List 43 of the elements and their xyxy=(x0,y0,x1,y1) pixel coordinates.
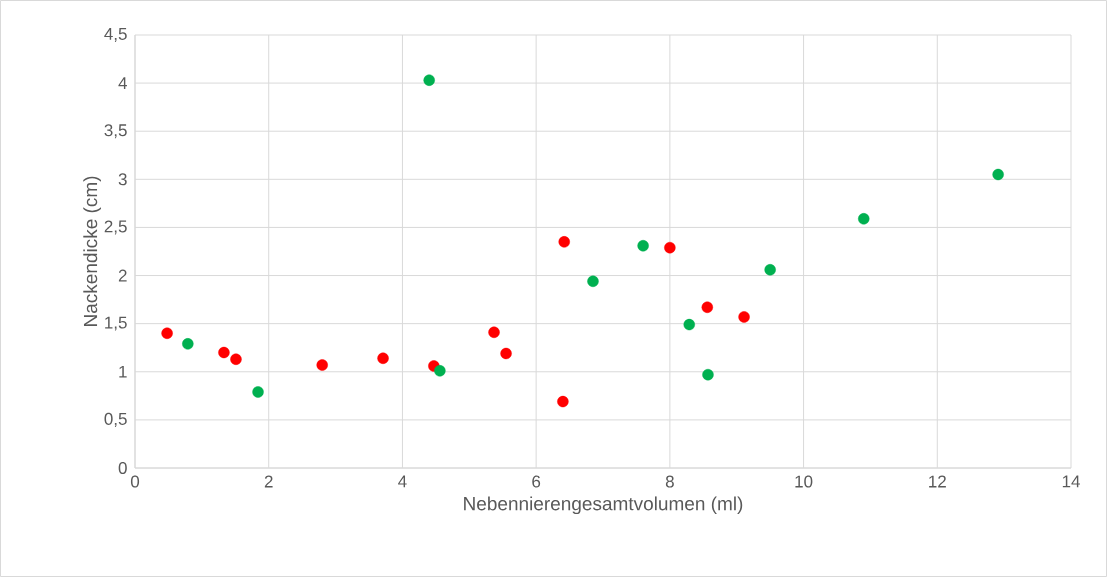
point xyxy=(557,395,569,408)
x-tick-label: 10 xyxy=(795,475,813,488)
x-tick-label: 14 xyxy=(1062,475,1080,488)
point xyxy=(764,264,776,276)
point xyxy=(434,365,446,377)
y-tick-label: 2 xyxy=(118,269,127,282)
x-tick-label: 12 xyxy=(929,475,946,488)
x-axis-title: Nebennierengesamtvolumen (ml) xyxy=(464,496,743,515)
y-tick-label: 3,5 xyxy=(104,124,127,139)
point xyxy=(587,275,599,288)
point xyxy=(558,236,570,248)
x-tick-label: 2 xyxy=(264,475,273,488)
point xyxy=(377,352,389,364)
point xyxy=(664,241,676,254)
x-tick-label: 8 xyxy=(665,475,674,488)
y-axis-title: Nackendicke (cm) xyxy=(83,176,101,326)
y-tick-label: 1,5 xyxy=(105,316,127,331)
x-tick-label: 4 xyxy=(398,475,407,488)
point xyxy=(637,240,649,252)
point xyxy=(252,386,264,398)
y-tick-label: 4,5 xyxy=(104,28,127,42)
point xyxy=(500,347,512,360)
y-tick-label: 3 xyxy=(118,173,127,186)
point xyxy=(423,74,435,86)
y-tick-label: 2,5 xyxy=(104,220,127,235)
point xyxy=(316,359,328,371)
point xyxy=(683,318,695,331)
y-tick-label: 4 xyxy=(118,77,127,89)
x-tick-label: 0 xyxy=(130,475,140,488)
x-tick-label: 6 xyxy=(532,475,541,488)
y-tick-label: 1 xyxy=(119,365,127,378)
point xyxy=(182,338,194,350)
point xyxy=(702,368,714,381)
point xyxy=(858,213,870,225)
point xyxy=(218,346,230,359)
point xyxy=(738,311,750,323)
y-tick-label: 0,5 xyxy=(104,412,127,427)
point xyxy=(701,301,714,313)
y-tick-label: 0 xyxy=(118,461,127,475)
point xyxy=(992,168,1004,181)
point xyxy=(230,353,242,365)
point xyxy=(161,327,173,339)
point xyxy=(488,326,500,339)
